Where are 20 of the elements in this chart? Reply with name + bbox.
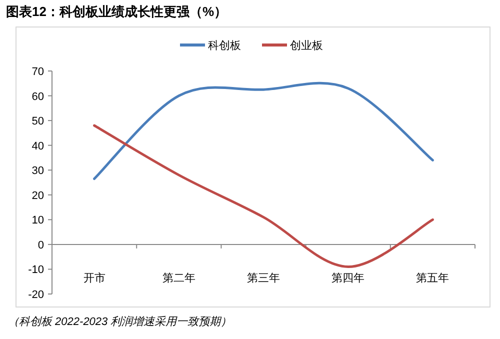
y-tick-label: 40 — [32, 140, 44, 152]
line-series — [93, 124, 434, 268]
y-tick-label: -10 — [28, 264, 44, 276]
legend-label: 创业板 — [290, 39, 323, 52]
y-tick-label: 50 — [32, 116, 44, 128]
y-tick-label: 20 — [32, 190, 44, 202]
x-tick-label: 第四年 — [332, 272, 365, 284]
text: （科创板 2022-2023 利润增速采用一致预期） — [8, 315, 232, 328]
legend-label: 科创板 — [208, 40, 241, 52]
y-tick-label: 30 — [32, 165, 44, 178]
y-tick-label: 60 — [32, 90, 44, 103]
y-tick-label: 10 — [32, 214, 44, 227]
x-tick-label: 第五年 — [416, 272, 450, 284]
y-tick-label: -20 — [28, 289, 44, 301]
x-tick-label: 第三年 — [247, 272, 280, 284]
x-tick-label: 开市 — [83, 271, 106, 284]
y-tick-label: 0 — [38, 239, 44, 252]
chart-title: 图表12：科创板业绩成长性更强（%） — [6, 4, 228, 19]
y-tick-label: 70 — [32, 66, 44, 78]
x-tick-label: 第二年 — [162, 272, 196, 284]
